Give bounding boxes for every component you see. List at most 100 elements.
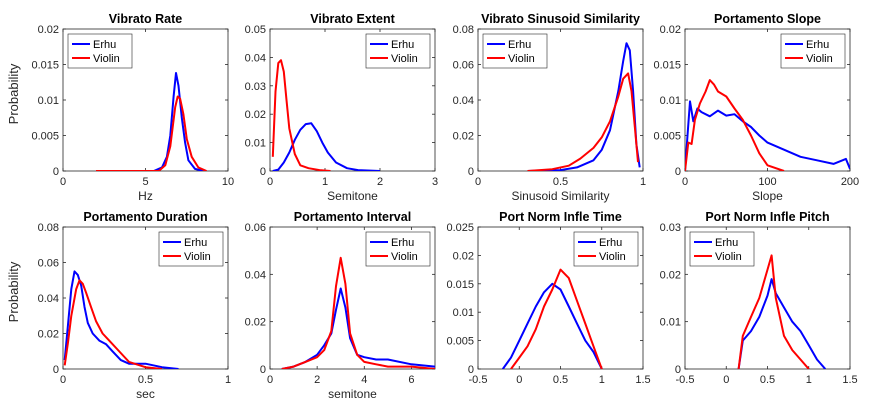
series-line-violin [737, 254, 810, 369]
y-tick-label: 0 [675, 166, 681, 178]
legend-label: Erhu [599, 237, 622, 249]
legend-label: Violin [93, 53, 120, 65]
x-tick-label: 1 [806, 374, 812, 386]
legend-label: Violin [508, 53, 535, 65]
y-tick-label: 0.02 [38, 329, 59, 341]
x-tick-label: 2 [314, 374, 320, 386]
y-tick-label: 0 [53, 364, 59, 376]
x-tick-label: 0 [475, 176, 481, 188]
y-tick-label: 0.015 [653, 60, 681, 72]
x-axis-label: sec [136, 387, 155, 401]
x-tick-label: 0.5 [138, 374, 153, 386]
legend-label: Erhu [93, 39, 116, 51]
y-tick-label: 0.04 [245, 52, 266, 64]
x-tick-label: -0.5 [469, 374, 488, 386]
legend-label: Erhu [806, 39, 829, 51]
legend: Erhu Violin [365, 231, 431, 267]
legend-box [365, 231, 431, 267]
legend: Erhu Violin [365, 33, 431, 69]
legend-box [365, 33, 431, 69]
y-tick-label: 0 [53, 166, 59, 178]
legend-label: Erhu [184, 237, 207, 249]
x-tick-label: 1.5 [842, 374, 857, 386]
y-tick-label: 0.03 [660, 222, 681, 234]
series-line-violin [271, 59, 331, 171]
x-tick-label: 0.5 [553, 176, 568, 188]
legend: Erhu Violin [689, 231, 755, 267]
series-line-erhu [281, 287, 435, 369]
chart-title: Port Norm Infle Time [499, 210, 622, 224]
x-tick-label: 1 [225, 374, 231, 386]
y-tick-label: 0.02 [453, 131, 474, 143]
chart-panel-5: 0 0.02 0.04 0.06 0.08 0 0.5 1 Portamento Duratio… [38, 210, 231, 401]
x-tick-label: 2 [377, 176, 383, 188]
series-group [737, 254, 827, 369]
y-tick-label: 0.06 [38, 258, 59, 270]
legend-label: Erhu [508, 39, 531, 51]
svg-text:Probability: Probability [6, 261, 21, 322]
x-tick-label: 0 [516, 374, 522, 386]
legend-label: Erhu [715, 237, 738, 249]
x-tick-label: 10 [222, 176, 234, 188]
legend-box [573, 231, 639, 267]
y-tick-label: 0.04 [453, 95, 474, 107]
series-group [685, 79, 850, 171]
y-tick-label: 0.05 [245, 24, 266, 36]
series-line-erhu [272, 122, 381, 171]
x-tick-label: 0 [682, 176, 688, 188]
chart-title: Vibrato Sinusoid Similarity [481, 12, 640, 26]
x-tick-label: 0.5 [553, 374, 568, 386]
x-tick-label: 0 [60, 176, 66, 188]
series-line-violin [96, 95, 207, 171]
legend-box [780, 33, 846, 69]
x-axis-label: Slope [752, 189, 783, 203]
legend: Erhu Violin [573, 231, 639, 267]
chart-panel-1: 0 0.005 0.01 0.015 0.02 0 5 10 Vibrato Rate Hz Erh… [31, 12, 234, 203]
chart-panel-3: 0 0.02 0.04 0.06 0.08 0 0.5 1 Vibrato Sinusoid S… [453, 12, 646, 203]
legend: Erhu Violin [158, 231, 224, 267]
y-tick-label: 0.005 [446, 336, 474, 348]
legend-box [689, 231, 755, 267]
legend-label: Erhu [391, 39, 414, 51]
legend-box [67, 33, 133, 69]
y-label-row2: Probability [6, 261, 21, 322]
y-tick-label: 0.01 [660, 95, 681, 107]
y-tick-label: 0.025 [446, 222, 474, 234]
series-group [527, 42, 641, 171]
x-tick-label: 100 [758, 176, 776, 188]
series-group [271, 59, 381, 171]
chart-panel-2: 0 0.01 0.02 0.03 0.04 0.05 0 1 2 3 Vibrato Extent S… [245, 12, 438, 203]
y-tick-label: 0 [260, 364, 266, 376]
y-tick-label: 0 [468, 166, 474, 178]
x-tick-label: 1.5 [635, 374, 650, 386]
y-tick-label: 0.01 [38, 95, 59, 107]
y-tick-label: 0.02 [38, 24, 59, 36]
y-tick-label: 0.02 [245, 317, 266, 329]
y-tick-label: 0.06 [453, 60, 474, 72]
y-tick-label: 0.04 [245, 269, 266, 281]
series-line-violin [281, 256, 435, 369]
legend: Erhu Violin [482, 33, 548, 69]
x-tick-label: 3 [432, 176, 438, 188]
chart-title: Portamento Duration [83, 210, 207, 224]
y-tick-label: 0 [675, 364, 681, 376]
legend-box [482, 33, 548, 69]
y-label-row1: Probability [6, 63, 21, 124]
chart-title: Portamento Slope [714, 12, 821, 26]
x-axis-label: semitone [328, 387, 377, 401]
chart-panel-6: 0 0.02 0.04 0.06 0 2 4 6 Portamento Interval semi… [245, 210, 436, 401]
series-group [501, 268, 603, 369]
x-tick-label: 0 [267, 374, 273, 386]
x-tick-label: 1 [640, 176, 646, 188]
x-tick-label: 0 [723, 374, 729, 386]
y-tick-label: 0.02 [245, 109, 266, 121]
y-tick-label: 0.01 [245, 138, 266, 150]
x-tick-label: -0.5 [676, 374, 695, 386]
x-tick-label: 4 [361, 374, 367, 386]
x-tick-label: 6 [408, 374, 414, 386]
series-group [281, 256, 435, 369]
series-group [96, 72, 207, 171]
legend-label: Violin [184, 251, 211, 263]
legend-label: Violin [715, 251, 742, 263]
